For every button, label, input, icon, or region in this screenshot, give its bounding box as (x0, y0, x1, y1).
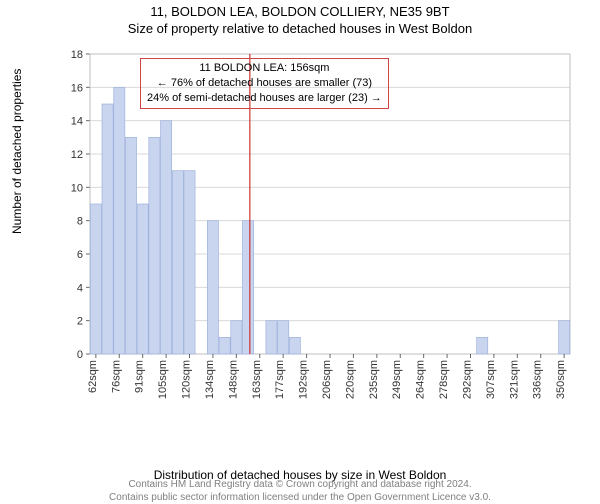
x-tick-label: 62sqm (87, 360, 99, 393)
bar (114, 87, 125, 354)
svg-text:10: 10 (71, 182, 83, 194)
footer-attribution: Contains HM Land Registry data © Crown c… (0, 478, 600, 504)
footer-line-1: Contains HM Land Registry data © Crown c… (0, 478, 600, 491)
bar (242, 221, 253, 354)
x-tick-label: 336sqm (532, 360, 544, 399)
chart-area: 0 2 4 6 8 10 12 14 16 18 62sqm 76sqm 91sqm 105sqm 120s… (60, 44, 580, 414)
x-tick-label: 134sqm (204, 360, 216, 399)
bar (477, 337, 488, 354)
page-title-2: Size of property relative to detached ho… (0, 21, 600, 36)
svg-text:2: 2 (77, 316, 83, 328)
bar (231, 321, 242, 354)
annotation-line-2: ← 76% of detached houses are smaller (73… (147, 76, 382, 91)
bar (149, 137, 160, 354)
x-tick-label: 206sqm (321, 360, 333, 399)
svg-text:14: 14 (71, 116, 83, 128)
page-title-1: 11, BOLDON LEA, BOLDON COLLIERY, NE35 9B… (0, 4, 600, 19)
svg-text:4: 4 (77, 282, 83, 294)
x-tick-label: 350sqm (555, 360, 567, 399)
bar (559, 321, 570, 354)
bar (161, 121, 172, 354)
svg-text:8: 8 (77, 216, 83, 228)
bar (207, 221, 218, 354)
annotation-line-1: 11 BOLDON LEA: 156sqm (147, 61, 382, 76)
x-tick-label: 292sqm (461, 360, 473, 399)
x-tick-label: 321sqm (508, 360, 520, 399)
bar (137, 204, 148, 354)
x-tick-label: 148sqm (227, 360, 239, 399)
x-tick-label: 264sqm (415, 360, 427, 399)
svg-text:16: 16 (71, 82, 83, 94)
y-axis-label: Number of detached properties (10, 69, 24, 234)
bar (266, 321, 277, 354)
x-tick-label: 177sqm (274, 360, 286, 399)
x-tick-label: 192sqm (298, 360, 310, 399)
x-tick-label: 249sqm (391, 360, 403, 399)
bar (184, 171, 195, 354)
svg-text:12: 12 (71, 149, 83, 161)
bar (219, 337, 230, 354)
x-tick-label: 235sqm (368, 360, 380, 399)
svg-text:6: 6 (77, 249, 83, 261)
x-tick-label: 220sqm (344, 360, 356, 399)
annotation-line-3: 24% of semi-detached houses are larger (… (147, 91, 382, 106)
annotation-box: 11 BOLDON LEA: 156sqm ← 76% of detached … (140, 58, 389, 109)
bar (289, 337, 300, 354)
bar (172, 171, 183, 354)
bar (125, 137, 136, 354)
bar (90, 204, 101, 354)
svg-text:18: 18 (71, 49, 83, 61)
x-tick-label: 163sqm (251, 360, 263, 399)
bar (278, 321, 289, 354)
x-tick-label: 76sqm (110, 360, 122, 393)
x-tick-label: 91sqm (134, 360, 146, 393)
x-tick-label: 105sqm (157, 360, 169, 399)
x-tick-label: 307sqm (485, 360, 497, 399)
footer-line-2: Contains public sector information licen… (0, 491, 600, 504)
x-tick-label: 278sqm (438, 360, 450, 399)
bar (102, 104, 113, 354)
x-tick-label: 120sqm (181, 360, 193, 399)
svg-text:0: 0 (77, 349, 83, 361)
